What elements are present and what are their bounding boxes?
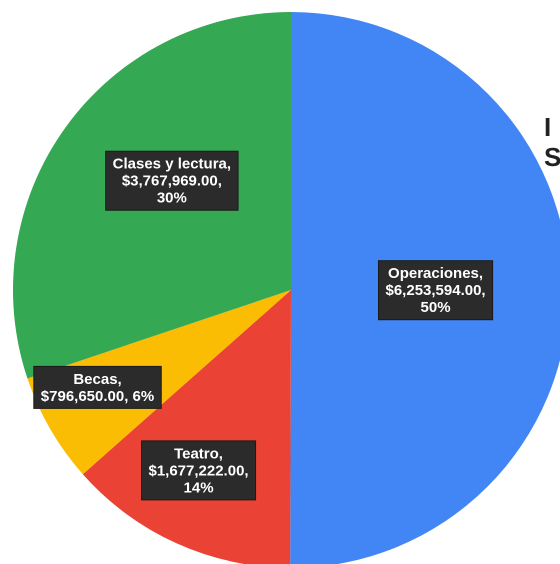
data-label-line: Clases y lectura, [113, 156, 231, 173]
data-label-line: Operaciones, [388, 265, 483, 282]
data-label-line: $1,677,222.00, [148, 462, 248, 479]
data-label-line: Teatro, [174, 445, 223, 462]
data-label-clases-y-lectura: Clases y lectura,$3,767,969.00,30% [105, 150, 239, 211]
data-label-line: 50% [421, 299, 451, 316]
data-label-operaciones: Operaciones,$6,253,594.00,50% [378, 260, 494, 321]
chart-title-line-1: I [544, 112, 552, 142]
data-label-background [140, 440, 257, 501]
data-label-background [378, 260, 494, 321]
chart-title-line-2: S [544, 142, 560, 172]
data-label-becas: Becas,$796,650.00, 6% [33, 365, 162, 409]
data-label-line: 14% [184, 479, 214, 496]
data-label-background [105, 150, 239, 211]
pie-data-labels: Operaciones,$6,253,594.00,50% Teatro,$1,6… [33, 150, 494, 501]
data-label-line: 30% [157, 190, 187, 207]
data-label-line: $6,253,594.00, [386, 282, 486, 299]
chart-title-partial: I S [544, 112, 560, 172]
data-label-line: Becas, [73, 371, 121, 388]
data-label-line: $796,650.00, 6% [41, 388, 154, 405]
data-label-background [33, 365, 162, 409]
data-label-teatro: Teatro,$1,677,222.00,14% [140, 440, 257, 501]
data-label-line: $3,767,969.00, [122, 173, 222, 190]
